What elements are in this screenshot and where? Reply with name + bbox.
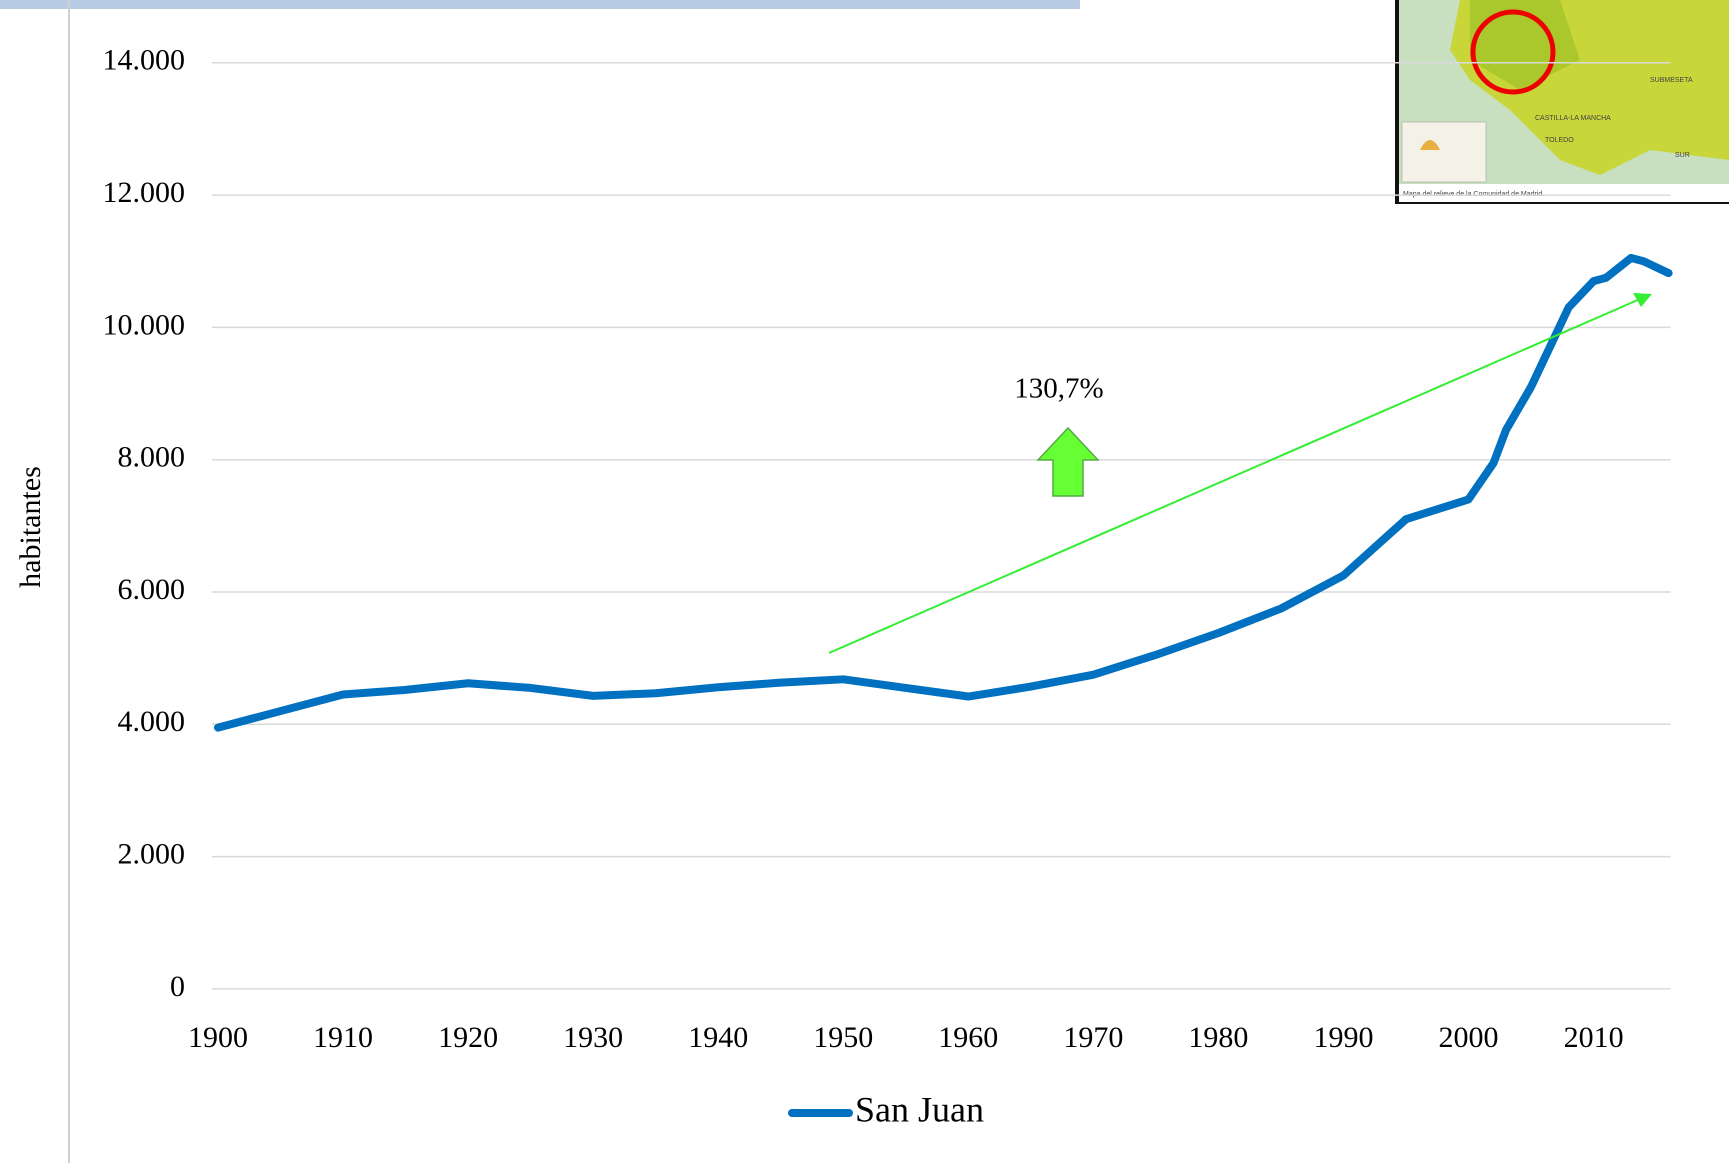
x-tick-label: 1930 — [563, 1021, 623, 1054]
x-tick-label: 1950 — [813, 1021, 873, 1054]
highlight-circle — [1470, 9, 1556, 95]
x-tick-label: 1970 — [1063, 1021, 1123, 1054]
map-label: TOLEDO — [1545, 137, 1574, 144]
y-tick-label: 8.000 — [118, 441, 186, 474]
map-label: CASTILLA-LA MANCHA — [1535, 115, 1611, 122]
x-tick-label: 2010 — [1564, 1021, 1624, 1054]
y-tick-label: 0 — [170, 970, 185, 1003]
y-tick-label: 2.000 — [118, 837, 186, 870]
x-tick-label: 1960 — [938, 1021, 998, 1054]
map-legend-icon — [1420, 140, 1440, 150]
x-tick-label: 1910 — [313, 1021, 373, 1054]
x-tick-label: 2000 — [1439, 1021, 1499, 1054]
x-tick-label: 1920 — [438, 1021, 498, 1054]
trend-arrowhead — [1633, 293, 1652, 307]
map-label: SUR — [1675, 152, 1690, 159]
x-tick-label: 1900 — [188, 1021, 248, 1054]
legend-label: San Juan — [855, 1089, 984, 1129]
series-line — [214, 253, 1673, 732]
map-caption: Mapa del relieve de la Comunidad de Madr… — [1403, 191, 1544, 198]
y-tick-label: 14.000 — [103, 44, 186, 77]
map-inset: Mapa del relieve de la Comunidad de Madr… — [1395, 0, 1729, 204]
x-tick-label: 1940 — [688, 1021, 748, 1054]
up-arrow — [1036, 426, 1100, 497]
x-tick-label: 1980 — [1188, 1021, 1248, 1054]
plot-area: 0 2.000 4.000 6.000 8.000 10.000 12.000 14.000 1… — [103, 44, 1673, 1129]
y-tick-label: 12.000 — [103, 176, 186, 209]
trend-arrow — [828, 298, 1641, 654]
map-caption-bg — [1399, 184, 1729, 202]
header-band — [0, 0, 1080, 9]
annotation: 130,7% — [1014, 373, 1103, 405]
y-axis-label: habitantes — [14, 466, 47, 588]
y-tick-label: 6.000 — [118, 573, 186, 606]
map-legend — [1401, 121, 1487, 183]
map-label: SUBMESETA — [1650, 77, 1693, 84]
y-tick-label: 4.000 — [118, 705, 186, 738]
y-tick-label: 10.000 — [103, 308, 186, 341]
x-tick-label: 1990 — [1313, 1021, 1373, 1054]
